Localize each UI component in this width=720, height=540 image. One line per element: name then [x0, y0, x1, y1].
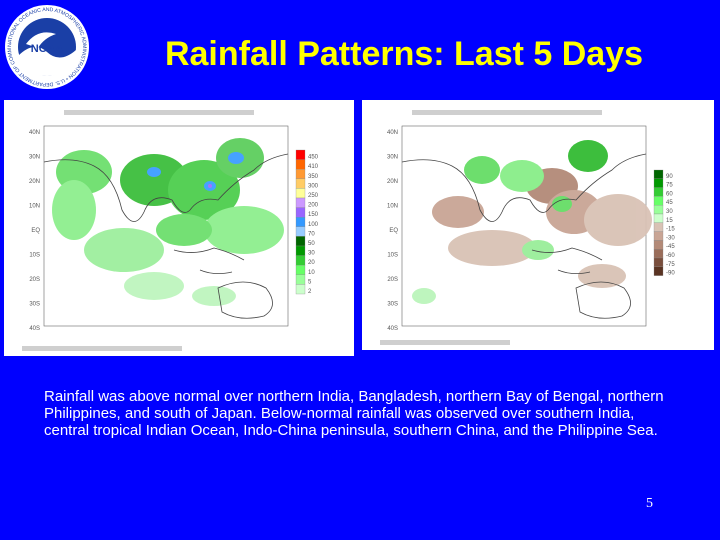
colorbar-label: -30	[666, 235, 675, 241]
colorbar-label: 2	[308, 289, 312, 295]
colorbar-swatch	[653, 249, 664, 259]
colorbar-swatch	[653, 213, 664, 223]
colorbar-label: 45	[666, 200, 673, 206]
lat-label: 10N	[29, 204, 40, 210]
colorbar-label: 410	[308, 164, 319, 170]
lat-label: 10N	[387, 204, 398, 210]
lat-label: 20N	[29, 179, 40, 185]
lat-label: 40N	[29, 130, 40, 136]
colorbar-label: 30	[308, 251, 315, 257]
lat-label: EQ	[31, 228, 40, 234]
lat-label: 40S	[387, 326, 398, 332]
lat-label: 30S	[29, 302, 40, 308]
colorbar-swatch	[295, 245, 306, 256]
colorbar-label: 90	[666, 174, 673, 180]
lat-label: 20S	[387, 277, 398, 283]
colorbar-swatch	[653, 196, 664, 206]
slide-body-text: Rainfall was above normal over northern …	[44, 388, 664, 439]
lat-label: 30N	[387, 155, 398, 161]
lat-label: 10S	[387, 253, 398, 259]
colorbar-swatch	[653, 222, 664, 232]
page-number: 5	[646, 496, 653, 511]
colorbar-swatch	[653, 187, 664, 197]
lat-label: 30S	[387, 302, 398, 308]
colorbar-label: -75	[666, 262, 675, 268]
colorbar-label: 150	[308, 212, 319, 218]
colorbar-label: 200	[308, 203, 319, 209]
colorbar-label: 250	[308, 193, 319, 199]
colorbar-swatch	[295, 274, 306, 285]
colorbar-label: 300	[308, 183, 319, 189]
colorbar-label: 50	[308, 241, 315, 247]
lat-label: 20N	[387, 179, 398, 185]
colorbar-label: 75	[666, 183, 673, 189]
colorbar-label: 15	[666, 218, 673, 224]
colorbar-label: -60	[666, 253, 675, 259]
colorbar-swatch	[295, 217, 306, 227]
colorbar-label: 30	[666, 209, 673, 215]
colorbar-swatch	[653, 266, 664, 276]
colorbar-label: -15	[666, 227, 675, 233]
colorbar-label: 100	[308, 222, 319, 228]
colorbar-label: 20	[308, 260, 315, 266]
rainfall-anomaly-map: 40N 30N 20N 10N EQ 10S 20S 30S 40S 90 75 60 45 30 15 -…	[362, 100, 714, 350]
logo-center-text: NOAA	[31, 43, 63, 55]
lat-label: EQ	[389, 228, 398, 234]
lat-label: 20S	[29, 277, 40, 283]
lat-label: 10S	[29, 253, 40, 259]
colorbar-swatch	[295, 255, 306, 266]
colorbar-label: 10	[308, 270, 315, 276]
colorbar-swatch	[295, 265, 306, 275]
colorbar-swatch	[653, 231, 664, 241]
lat-label: 40N	[387, 130, 398, 136]
colorbar-swatch	[295, 169, 306, 179]
colorbar-swatch	[653, 205, 664, 215]
colorbar-swatch	[295, 236, 306, 247]
colorbar-label: 70	[308, 231, 315, 237]
colorbar-label: -90	[666, 271, 675, 277]
colorbar-swatch	[653, 178, 664, 188]
colorbar-label: 5	[308, 279, 312, 285]
colorbar-swatch	[295, 226, 306, 237]
colorbar-swatch	[653, 169, 664, 179]
lat-label: 40S	[29, 326, 40, 332]
colorbar-swatch	[295, 207, 306, 218]
colorbar-label: 350	[308, 174, 319, 180]
colorbar-swatch	[295, 188, 306, 199]
total-rainfall-map: 40N 30N 20N 10N EQ 10S 20S 30S 40S 450 410 350 300 2…	[4, 100, 354, 356]
colorbar-label: 450	[308, 155, 319, 161]
colorbar-swatch	[295, 197, 306, 208]
colorbar-label: -45	[666, 244, 675, 250]
noaa-logo: NOAA NATIONAL OCEANIC AND ATMOSPHERIC AD…	[2, 0, 90, 90]
colorbar-swatch	[295, 149, 306, 160]
lat-label: 30N	[29, 155, 40, 161]
colorbar-swatch	[295, 178, 306, 189]
colorbar-swatch	[295, 284, 306, 295]
colorbar-swatch	[653, 257, 664, 267]
colorbar-swatch	[653, 240, 664, 250]
colorbar-swatch	[295, 159, 306, 170]
colorbar-label: 60	[666, 191, 673, 197]
slide-title: Rainfall Patterns: Last 5 Days	[164, 35, 644, 73]
